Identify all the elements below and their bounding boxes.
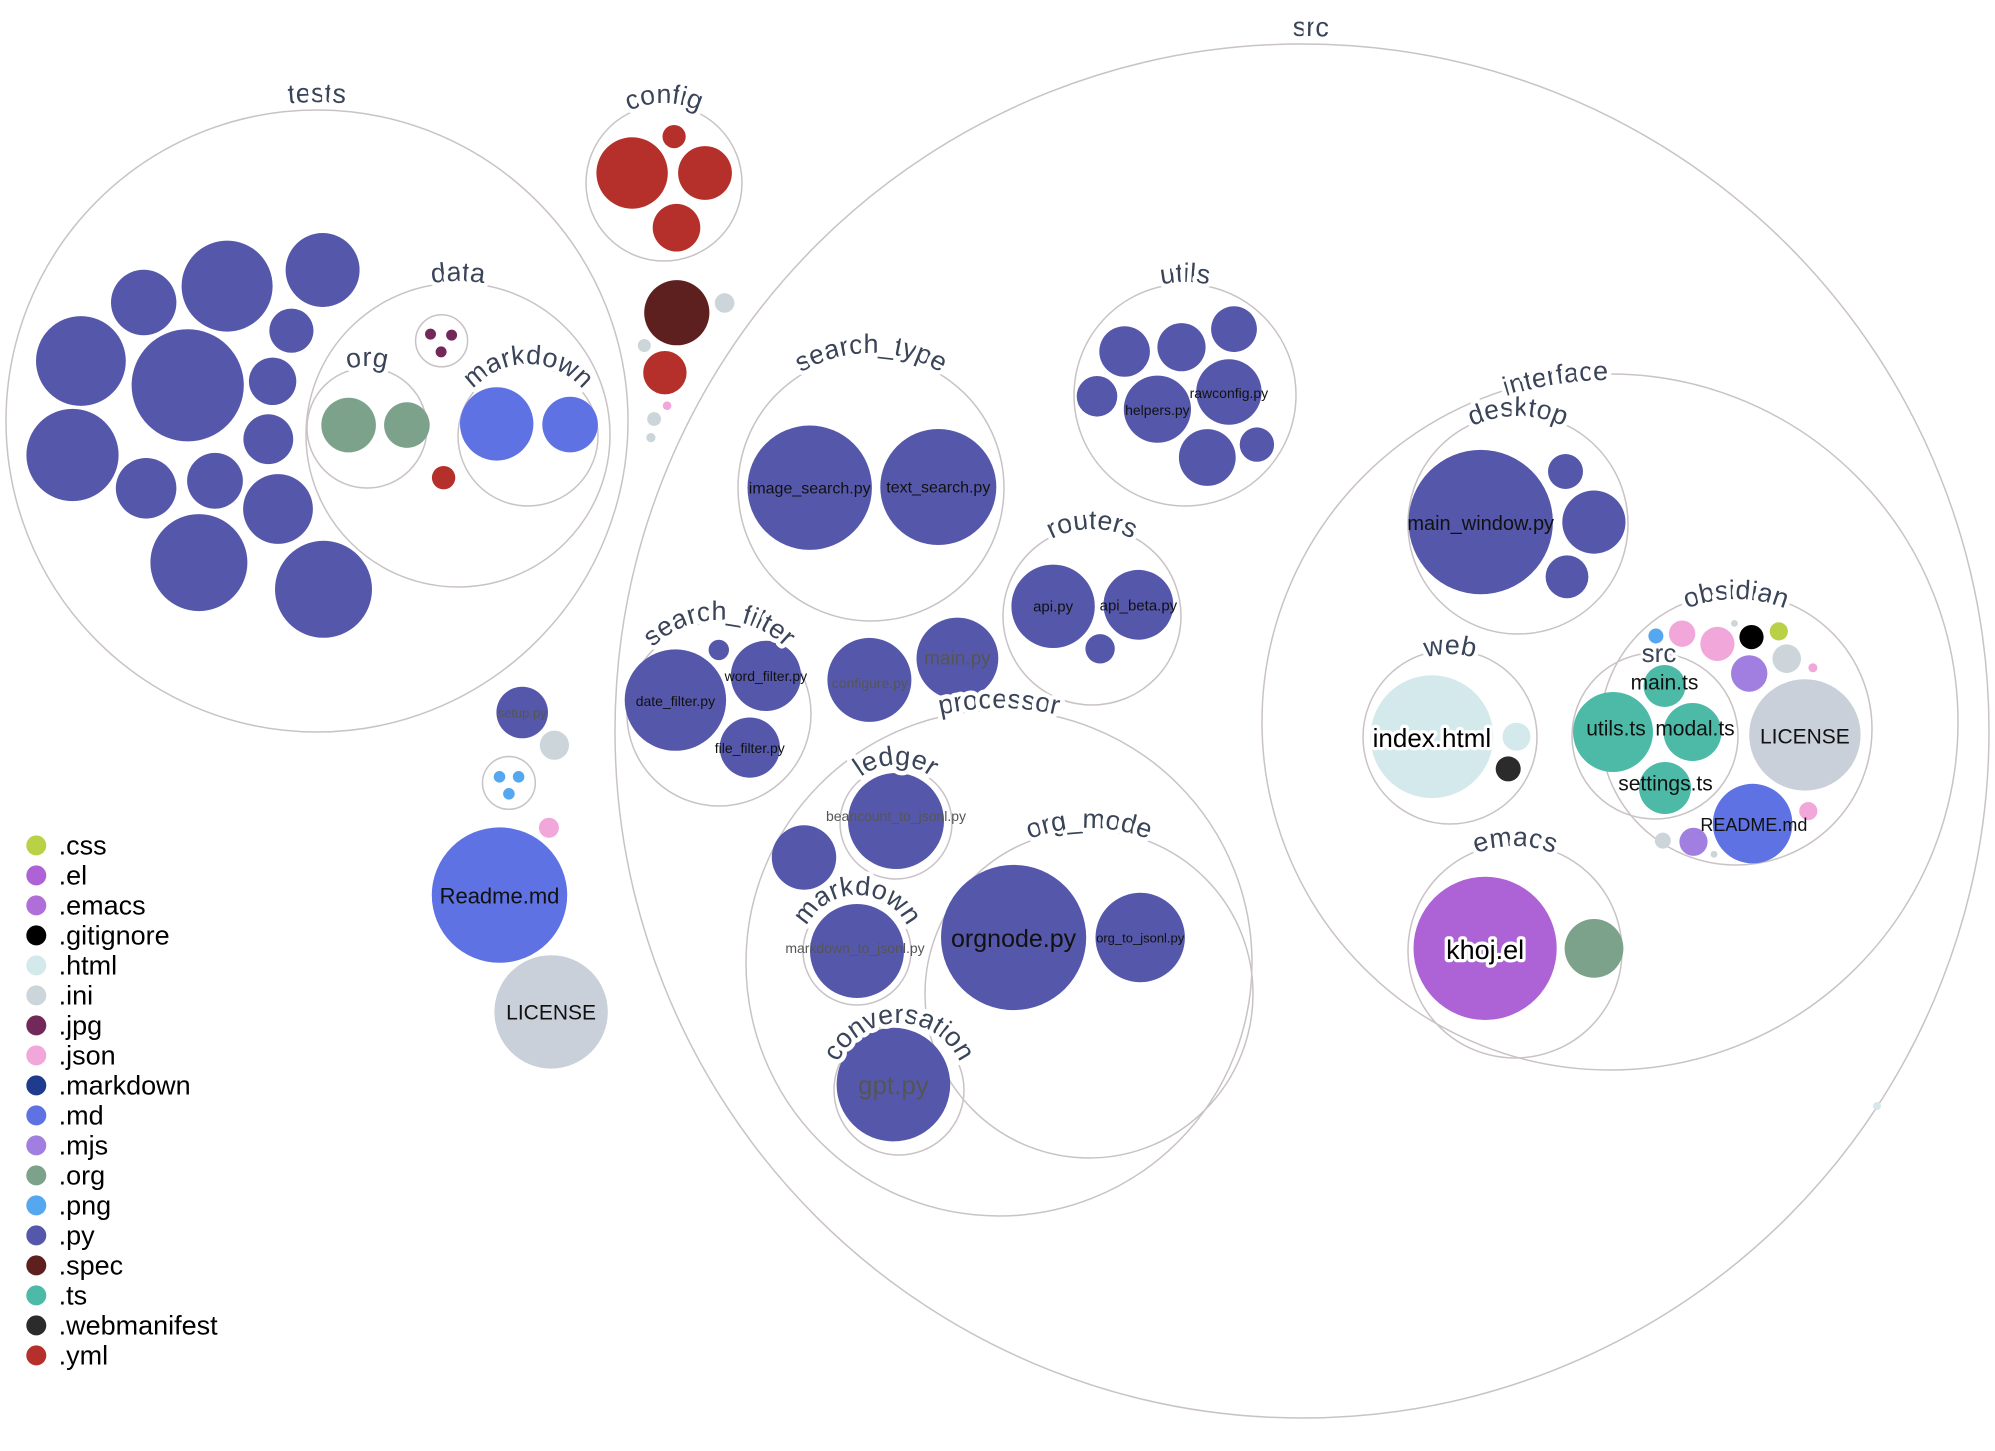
- svg-text:settings.ts: settings.ts: [1618, 773, 1713, 796]
- svg-text:.spec: .spec: [59, 1250, 124, 1280]
- svg-text:org_to_jsonl.py: org_to_jsonl.py: [1096, 931, 1185, 946]
- svg-text:api_beta.py: api_beta.py: [1100, 598, 1178, 615]
- svg-text:.emacs: .emacs: [59, 890, 146, 920]
- svg-text:.html: .html: [59, 950, 118, 980]
- svg-text:markdown_to_jsonl.py: markdown_to_jsonl.py: [785, 940, 924, 956]
- svg-text:src: src: [1642, 638, 1677, 668]
- svg-text:README.md: README.md: [1700, 815, 1807, 835]
- svg-text:Readme.md: Readme.md: [440, 884, 560, 909]
- svg-text:.org: .org: [59, 1160, 106, 1190]
- svg-text:file_filter.py: file_filter.py: [715, 740, 785, 756]
- svg-text:main_window.py: main_window.py: [1407, 513, 1554, 535]
- svg-text:date_filter.py: date_filter.py: [636, 693, 715, 709]
- svg-text:khoj.el: khoj.el: [1446, 935, 1524, 965]
- svg-text:.mjs: .mjs: [59, 1130, 109, 1160]
- svg-text:.json: .json: [59, 1040, 116, 1070]
- svg-text:.css: .css: [59, 830, 107, 860]
- svg-text:rawconfig.py: rawconfig.py: [1190, 385, 1269, 401]
- svg-text:.markdown: .markdown: [59, 1070, 191, 1100]
- svg-text:utils.ts: utils.ts: [1586, 718, 1646, 741]
- svg-text:helpers.py: helpers.py: [1125, 402, 1190, 418]
- svg-text:org: org: [343, 342, 391, 374]
- svg-text:beancount_to_jsonl.py: beancount_to_jsonl.py: [826, 808, 966, 824]
- svg-text:.yml: .yml: [59, 1340, 109, 1370]
- svg-text:tests: tests: [287, 78, 347, 109]
- svg-text:orgnode.py: orgnode.py: [951, 925, 1077, 953]
- svg-text:.ts: .ts: [59, 1280, 88, 1310]
- svg-text:api.py: api.py: [1033, 599, 1074, 616]
- svg-text:.ini: .ini: [59, 980, 94, 1010]
- svg-text:.gitignore: .gitignore: [59, 920, 170, 950]
- svg-text:LICENSE: LICENSE: [506, 1002, 596, 1025]
- svg-text:.el: .el: [59, 860, 88, 890]
- svg-text:web: web: [1420, 630, 1479, 663]
- svg-text:setup.py: setup.py: [498, 706, 548, 721]
- svg-text:.py: .py: [59, 1220, 96, 1250]
- svg-text:modal.ts: modal.ts: [1655, 718, 1734, 741]
- svg-text:.jpg: .jpg: [59, 1010, 103, 1040]
- svg-text:.md: .md: [59, 1100, 104, 1130]
- svg-text:.png: .png: [59, 1190, 112, 1220]
- svg-text:gpt.py: gpt.py: [858, 1070, 929, 1100]
- svg-text:configure.py: configure.py: [832, 675, 908, 691]
- svg-text:index.html: index.html: [1373, 723, 1492, 753]
- svg-text:word_filter.py: word_filter.py: [724, 668, 807, 684]
- svg-text:main.ts: main.ts: [1631, 672, 1699, 695]
- svg-text:image_search.py: image_search.py: [749, 481, 871, 498]
- svg-text:.webmanifest: .webmanifest: [59, 1310, 219, 1340]
- svg-text:data: data: [429, 257, 488, 289]
- svg-text:src: src: [1293, 12, 1330, 42]
- svg-text:main.py: main.py: [924, 649, 991, 670]
- svg-text:LICENSE: LICENSE: [1760, 726, 1850, 749]
- svg-text:text_search.py: text_search.py: [886, 480, 990, 497]
- svg-text:utils: utils: [1158, 258, 1213, 290]
